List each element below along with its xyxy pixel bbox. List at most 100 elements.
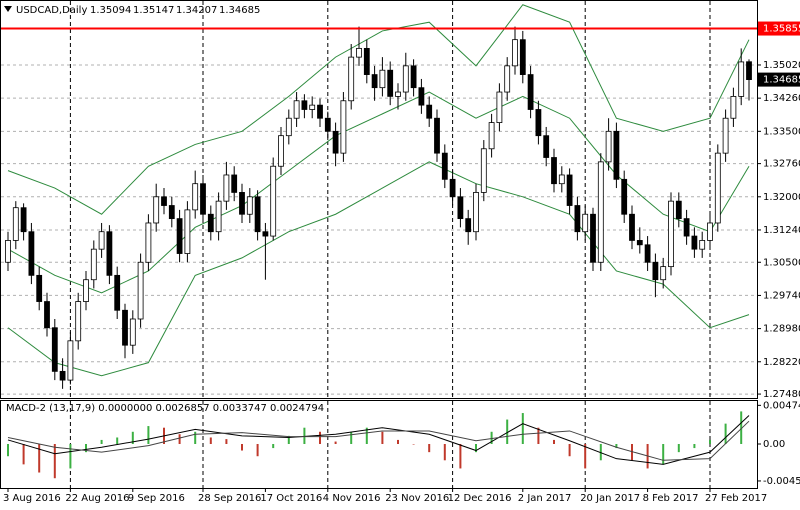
candle-body bbox=[714, 152, 721, 224]
candle-body bbox=[348, 56, 355, 102]
candle-body bbox=[473, 192, 479, 233]
macd-histogram-bar bbox=[85, 444, 87, 453]
candle-body bbox=[207, 213, 214, 233]
x-tick-label: 22 Aug 2016 bbox=[65, 493, 129, 504]
candle-body bbox=[44, 301, 50, 329]
macd-tick-label: 0.00 bbox=[763, 439, 785, 450]
candle-body bbox=[301, 100, 308, 110]
macd-histogram-bar bbox=[599, 444, 602, 461]
macd-histogram-bar bbox=[521, 413, 524, 444]
candle-body bbox=[239, 192, 245, 215]
macd-histogram-bar bbox=[100, 439, 103, 444]
macd-line bbox=[7, 420, 750, 461]
macd-histogram-bar bbox=[693, 444, 696, 449]
ohlc-value: 1.35094 bbox=[90, 5, 131, 16]
bollinger-band bbox=[7, 4, 750, 215]
candle-body bbox=[20, 207, 27, 233]
candle-body bbox=[597, 161, 604, 263]
candle-body bbox=[426, 104, 433, 119]
price-label-box bbox=[758, 72, 800, 87]
bollinger-band bbox=[7, 91, 750, 294]
macd-histogram-bar bbox=[319, 431, 321, 444]
ohlc-value: 1.35147 bbox=[133, 5, 174, 16]
macd-histogram-bar bbox=[662, 444, 665, 465]
candle-body bbox=[644, 244, 651, 263]
y-tick-label: 1.27480 bbox=[763, 389, 800, 400]
candle-body bbox=[707, 222, 713, 241]
candle-body bbox=[176, 218, 183, 254]
candle-body bbox=[75, 301, 82, 342]
candle-body bbox=[636, 240, 643, 246]
price-label: 1.34685 bbox=[763, 75, 800, 86]
candle-body bbox=[652, 261, 659, 281]
candle-body bbox=[254, 196, 261, 233]
candle-body bbox=[59, 370, 66, 381]
candle-body bbox=[36, 274, 43, 302]
macd-histogram-bar bbox=[490, 431, 493, 444]
macd-histogram-bar bbox=[537, 427, 540, 444]
candle-body bbox=[746, 61, 752, 80]
candle-body bbox=[395, 91, 401, 97]
candle-body bbox=[324, 117, 331, 132]
candle-body bbox=[457, 196, 464, 220]
x-tick-label: 2 Jan 2017 bbox=[518, 493, 572, 504]
candle-body bbox=[418, 87, 425, 106]
x-tick-label: 17 Oct 2016 bbox=[260, 493, 322, 504]
y-tick-label: 1.28220 bbox=[763, 357, 800, 368]
candle-body bbox=[129, 318, 136, 346]
candle-body bbox=[67, 340, 74, 381]
y-tick-label: 1.32000 bbox=[763, 192, 800, 203]
candle-body bbox=[519, 39, 526, 75]
macd-histogram-bar bbox=[350, 431, 353, 444]
candle-body bbox=[363, 47, 370, 75]
chart-title: USDCAD,Daily bbox=[16, 5, 87, 16]
candle-body bbox=[449, 178, 456, 198]
y-tick-label: 1.35020 bbox=[763, 60, 800, 71]
candle-body bbox=[90, 248, 97, 281]
candle-body bbox=[371, 74, 378, 89]
x-tick-label: 28 Sep 2016 bbox=[198, 493, 261, 504]
candle-body bbox=[5, 240, 11, 263]
candle-body bbox=[551, 157, 557, 185]
dropdown-icon[interactable] bbox=[4, 6, 12, 12]
x-tick-label: 23 Nov 2016 bbox=[385, 493, 449, 504]
candle-body bbox=[629, 213, 635, 241]
candle-body bbox=[621, 178, 628, 215]
candle-body bbox=[558, 174, 565, 185]
macd-histogram-bar bbox=[365, 427, 368, 444]
y-tick-label: 1.30500 bbox=[763, 257, 800, 268]
candle-body bbox=[98, 231, 105, 250]
candle-body bbox=[145, 222, 152, 263]
macd-histogram-bar bbox=[209, 437, 212, 444]
macd-histogram-bar bbox=[334, 441, 337, 444]
macd-histogram-bar bbox=[53, 444, 56, 479]
candle-body bbox=[527, 74, 534, 110]
macd-line bbox=[7, 415, 750, 465]
macd-histogram-bar bbox=[397, 439, 399, 444]
candle-body bbox=[574, 205, 581, 233]
macd-histogram-bar bbox=[724, 423, 727, 444]
macd-histogram-bar bbox=[116, 437, 119, 444]
candle-body bbox=[340, 100, 347, 154]
candle-body bbox=[535, 109, 542, 137]
macd-histogram-bar bbox=[443, 444, 446, 461]
candle-body bbox=[582, 213, 589, 233]
candle-body bbox=[285, 117, 292, 137]
candle-body bbox=[496, 91, 503, 123]
candle-body bbox=[504, 65, 511, 93]
macd-histogram-bar bbox=[272, 444, 275, 449]
candle-body bbox=[699, 240, 706, 250]
candle-body bbox=[465, 218, 472, 233]
candle-body bbox=[434, 117, 440, 154]
candle-body bbox=[317, 104, 323, 119]
candle-body bbox=[480, 148, 487, 193]
y-tick-label: 1.34260 bbox=[763, 93, 800, 104]
macd-title: MACD-2 (13,17,9) 0.0000000 0.0026857 0.0… bbox=[6, 403, 324, 414]
macd-histogram-bar bbox=[428, 444, 431, 453]
macd-histogram-bar bbox=[740, 411, 743, 444]
candle-body bbox=[668, 200, 674, 268]
x-tick-label: 20 Jan 2017 bbox=[580, 493, 640, 504]
candle-body bbox=[660, 266, 667, 281]
candle-body bbox=[192, 183, 199, 211]
